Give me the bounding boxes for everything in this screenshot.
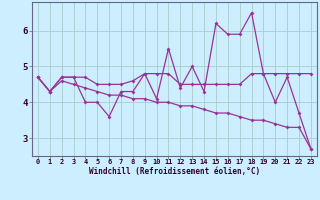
X-axis label: Windchill (Refroidissement éolien,°C): Windchill (Refroidissement éolien,°C) (89, 167, 260, 176)
